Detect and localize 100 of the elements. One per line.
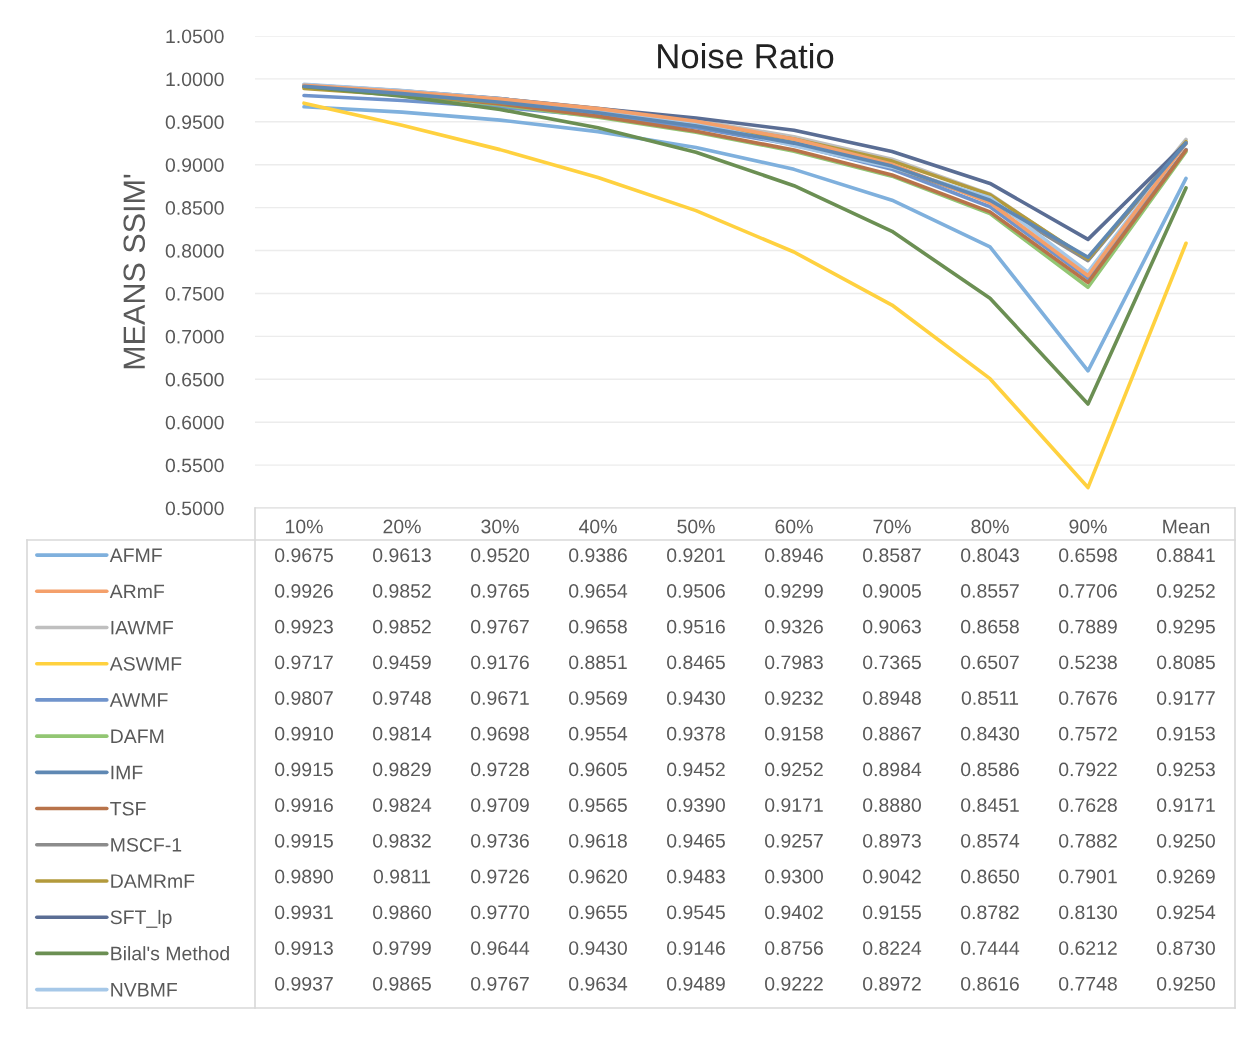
data-label: 0.9430 <box>667 691 725 705</box>
data-label: 0.9923 <box>275 619 333 634</box>
data-label: 0.9605 <box>569 762 627 777</box>
data-label: 0.9326 <box>765 619 823 634</box>
y-tick-label: 0.8000 <box>165 244 224 258</box>
data-label: 0.9644 <box>471 941 530 955</box>
data-label: 0.9655 <box>569 905 627 920</box>
data-label: 0.9658 <box>569 619 627 634</box>
data-label: 0.9618 <box>569 833 627 848</box>
data-label: 0.8465 <box>667 655 725 670</box>
data-label: 0.9569 <box>569 691 627 705</box>
y-tick-label: 0.8500 <box>165 201 224 215</box>
data-label: 0.9913 <box>275 941 333 955</box>
data-label: 0.9865 <box>373 976 431 991</box>
data-label: 0.9250 <box>1157 976 1215 991</box>
data-label: 0.9452 <box>667 762 725 777</box>
data-label: 0.6507 <box>961 655 1019 670</box>
y-tick-label: 0.5500 <box>165 458 224 473</box>
legend-label: SFT_lp <box>110 909 172 929</box>
data-label: 0.9829 <box>373 762 431 777</box>
data-label: 0.9814 <box>373 726 432 741</box>
data-label: 0.9250 <box>1157 833 1215 848</box>
y-tick-label: 0.7500 <box>165 286 224 301</box>
x-tick-label: 50% <box>677 519 715 534</box>
data-label: 0.9177 <box>1157 691 1215 705</box>
x-tick-label: 30% <box>481 519 519 534</box>
data-label: 0.7748 <box>1059 976 1117 991</box>
data-label: 0.9402 <box>765 905 823 920</box>
data-label: 0.9726 <box>471 869 529 884</box>
data-label: 0.9232 <box>765 691 823 705</box>
data-label: 0.9155 <box>863 905 921 920</box>
data-label: 0.8984 <box>863 762 922 777</box>
legend-label: DAFM <box>111 729 164 743</box>
data-label: 0.9176 <box>471 655 529 670</box>
data-label: 0.9201 <box>667 548 725 563</box>
data-label: 0.9171 <box>765 798 823 812</box>
y-axis-title: MEANS SSIM' <box>123 174 146 369</box>
data-label: 0.8658 <box>961 619 1019 634</box>
data-label: 0.9748 <box>373 691 431 705</box>
data-label: 0.8880 <box>863 798 921 812</box>
data-label: 0.9799 <box>373 941 431 955</box>
data-label: 0.9465 <box>667 833 725 848</box>
data-label: 0.7882 <box>1059 833 1117 848</box>
data-label: 0.9915 <box>275 762 333 777</box>
data-label: 0.9063 <box>863 619 921 634</box>
legend-label: TSF <box>110 801 146 816</box>
data-label: 0.9767 <box>471 619 529 634</box>
data-label: 0.9390 <box>667 798 725 812</box>
x-tick-label: 20% <box>383 519 421 534</box>
data-label: 0.7889 <box>1059 619 1117 634</box>
y-tick-label: 0.7000 <box>165 329 224 344</box>
data-label: 0.9675 <box>275 548 333 563</box>
data-label: 0.9770 <box>471 905 529 920</box>
data-label: 0.6212 <box>1059 941 1117 955</box>
legend-label: AFMF <box>109 548 162 562</box>
data-label: 0.7365 <box>863 655 921 670</box>
data-label: 0.7572 <box>1059 726 1117 741</box>
data-label: 0.9613 <box>373 548 431 563</box>
data-label: 0.9146 <box>667 941 725 955</box>
data-label: 0.8650 <box>961 869 1019 884</box>
data-label: 0.8948 <box>863 691 921 705</box>
data-label: 0.9620 <box>569 869 627 884</box>
legend-label: AWMF <box>109 693 168 707</box>
chart-title: Noise Ratio <box>658 43 834 69</box>
data-label: 0.9860 <box>373 905 431 920</box>
data-label: 0.9554 <box>569 726 628 741</box>
data-label: 0.8043 <box>961 548 1019 563</box>
legend-label: MSCF-1 <box>111 837 182 852</box>
data-label: 0.8511 <box>961 691 1019 705</box>
data-label: 0.8851 <box>569 655 627 670</box>
data-label: 0.8430 <box>961 726 1019 741</box>
data-label: 0.8616 <box>961 976 1019 991</box>
data-label: 0.8224 <box>863 941 922 955</box>
data-label: 0.8085 <box>1157 655 1215 670</box>
data-label: 0.9915 <box>275 833 333 848</box>
data-label: 0.9430 <box>569 941 627 955</box>
data-label: 0.7628 <box>1059 798 1117 812</box>
x-tick-label: 10% <box>286 519 323 534</box>
data-label: 0.9807 <box>275 691 333 705</box>
data-label: 0.7922 <box>1059 762 1117 777</box>
data-label: 0.5238 <box>1059 655 1117 670</box>
y-tick-label: 1.0500 <box>166 29 224 44</box>
x-tick-label: 70% <box>873 519 911 534</box>
data-label: 0.9545 <box>667 905 725 920</box>
data-label: 0.9459 <box>373 655 431 670</box>
data-label: 0.9565 <box>569 798 627 812</box>
data-label: 0.9254 <box>1157 905 1216 920</box>
data-label: 0.9832 <box>373 833 431 848</box>
data-label: 0.9153 <box>1157 726 1215 741</box>
data-label: 0.7901 <box>1059 869 1117 884</box>
data-label: 0.9252 <box>1157 584 1215 598</box>
legend-label: ARmF <box>109 584 165 599</box>
data-label: 0.8841 <box>1157 548 1215 563</box>
data-label: 0.9811 <box>373 869 431 884</box>
data-label: 0.9765 <box>471 584 529 598</box>
legend-label: DAMRmF <box>111 874 195 888</box>
y-tick-label: 0.6500 <box>165 372 224 387</box>
data-label: 0.6598 <box>1059 548 1117 563</box>
legend-label: IAWMF <box>111 620 174 635</box>
data-label: 0.9728 <box>471 762 529 777</box>
